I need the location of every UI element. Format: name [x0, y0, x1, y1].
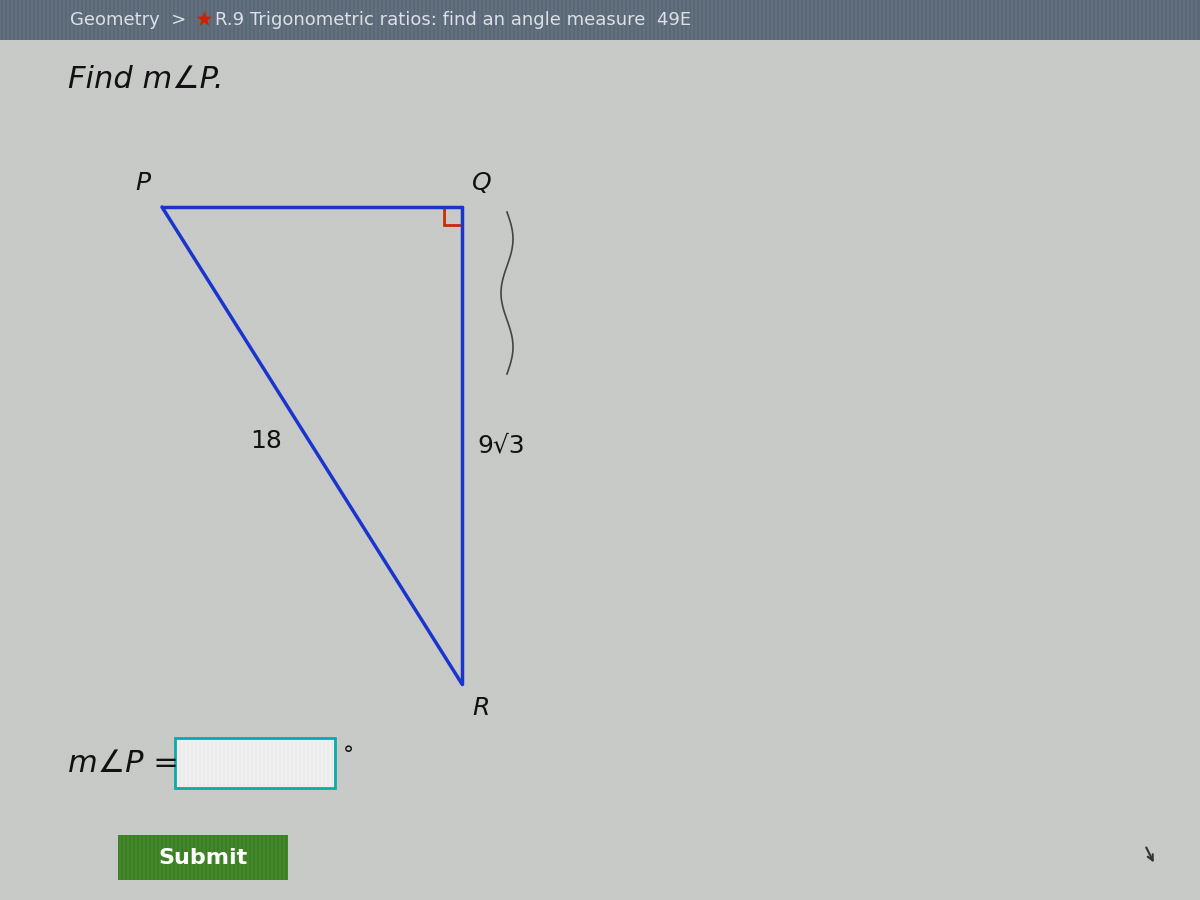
Text: R.9 Trigonometric ratios: find an angle measure  49E: R.9 Trigonometric ratios: find an angle …	[215, 11, 691, 29]
Text: 18: 18	[250, 428, 282, 453]
Text: P: P	[134, 171, 150, 195]
Bar	[118, 835, 288, 880]
Text: Submit: Submit	[158, 848, 247, 868]
Bar	[444, 207, 462, 225]
Bar	[175, 738, 335, 788]
Text: °: °	[343, 745, 354, 765]
Text: ★: ★	[194, 10, 214, 30]
Bar	[0, 0, 1200, 40]
Text: R: R	[472, 696, 490, 720]
Text: Find m∠P.: Find m∠P.	[68, 66, 223, 94]
Text: m∠P =: m∠P =	[68, 749, 179, 778]
Text: Q: Q	[472, 171, 492, 195]
Text: Geometry  >: Geometry >	[70, 11, 186, 29]
Text: 9√3: 9√3	[478, 434, 524, 457]
